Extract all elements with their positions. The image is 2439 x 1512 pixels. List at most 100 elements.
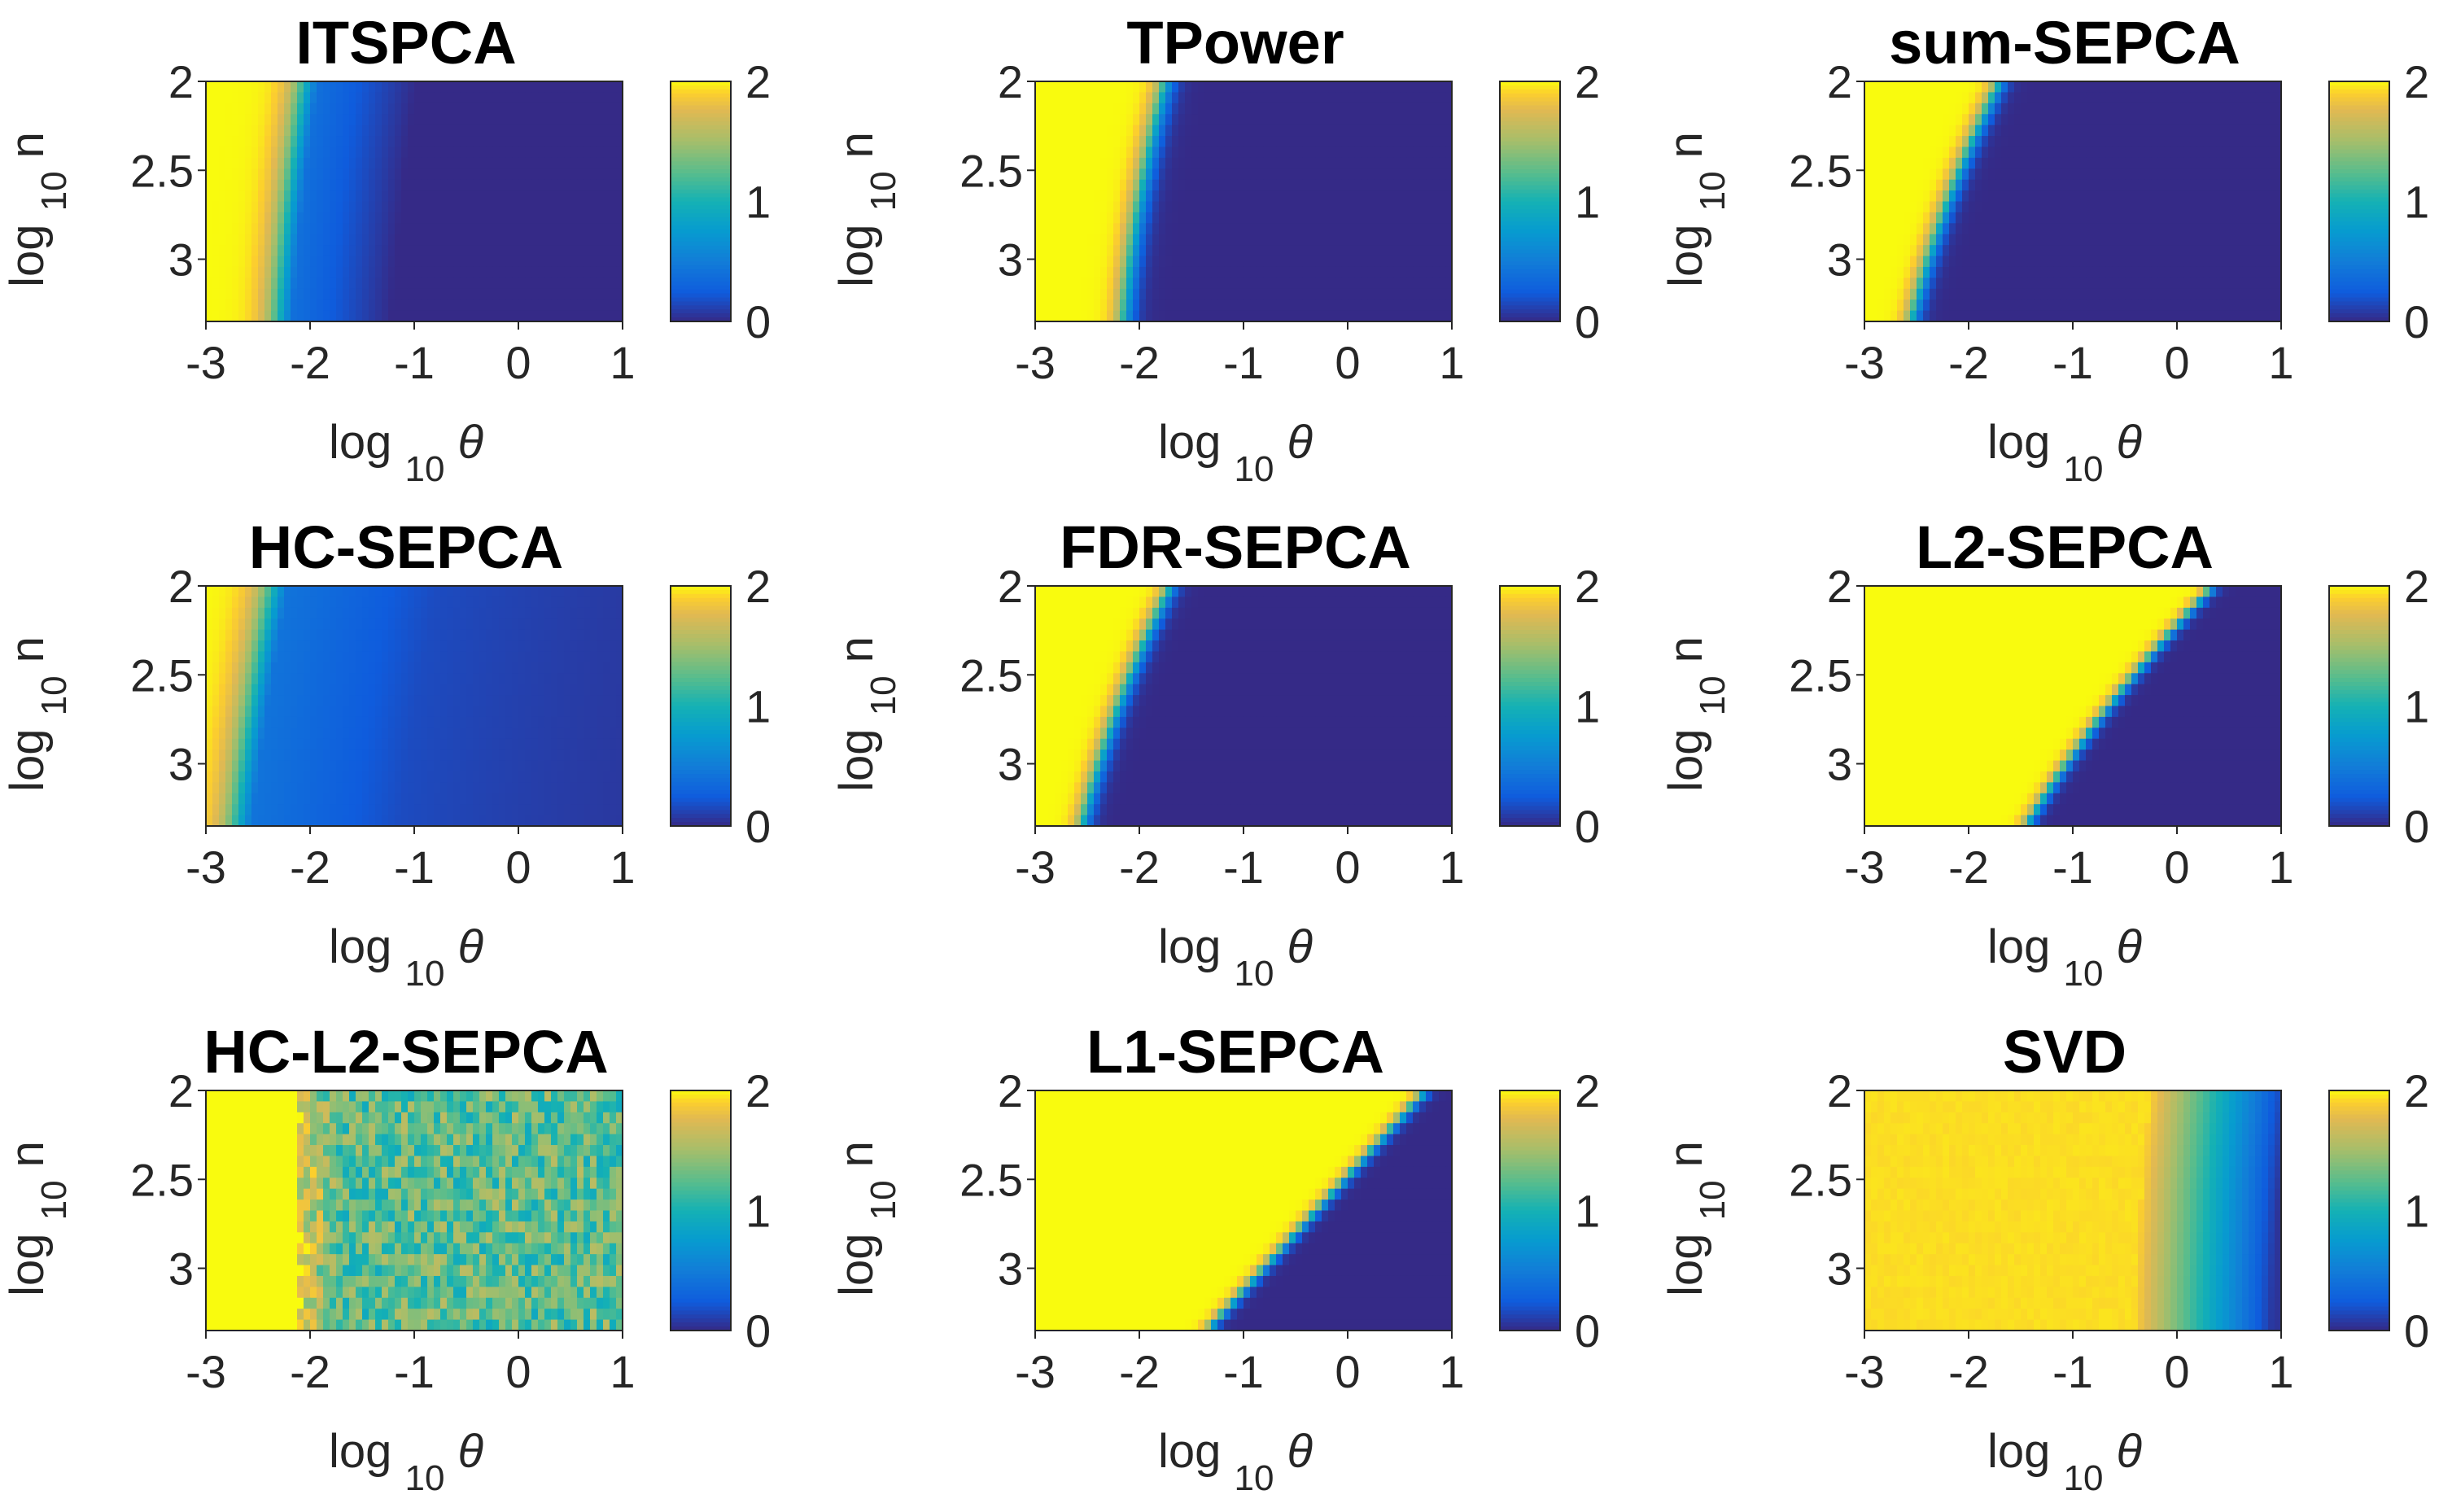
colorbar-segment: [1500, 101, 1560, 107]
heatmap-cell: [531, 81, 539, 94]
heatmap-cell: [1191, 114, 1199, 126]
heatmap-cell: [434, 288, 441, 300]
heatmap-cell: [1035, 92, 1042, 104]
heatmap-cell: [336, 114, 343, 126]
heatmap-cell: [1969, 103, 1976, 115]
heatmap-cell: [1884, 103, 1891, 115]
heatmap-cell: [2079, 179, 2087, 191]
heatmap-cell: [369, 234, 376, 246]
heatmap-cell: [1341, 168, 1348, 181]
colorbar-segment: [671, 281, 731, 286]
heatmap-cell: [1877, 277, 1885, 290]
heatmap-cell: [1361, 125, 1368, 137]
heatmap-cell: [2105, 146, 2113, 159]
heatmap-cell: [1068, 201, 1075, 213]
heatmap-cell: [1263, 288, 1270, 300]
heatmap-cell: [2053, 114, 2061, 126]
heatmap-cell: [1309, 234, 1316, 246]
heatmap-cell: [1061, 125, 1069, 137]
heatmap-cell: [2249, 234, 2256, 246]
heatmap-cell: [2170, 92, 2178, 104]
heatmap-cell: [395, 310, 402, 322]
heatmap-cell: [251, 299, 259, 312]
heatmap-cell: [466, 157, 474, 169]
heatmap-cell: [512, 662, 519, 674]
heatmap-cell: [2262, 201, 2269, 213]
heatmap-cell: [291, 190, 298, 203]
heatmap-cell: [544, 179, 552, 191]
heatmap-cell: [1426, 212, 1433, 224]
heatmap-cell: [525, 103, 532, 115]
heatmap-cell: [2216, 266, 2223, 278]
heatmap-cell: [1198, 223, 1205, 235]
heatmap-cell: [2262, 114, 2269, 126]
heatmap-cell: [1100, 256, 1108, 268]
heatmap-cell: [2190, 212, 2197, 224]
heatmap-cell: [2203, 266, 2210, 278]
heatmap-cell: [1367, 103, 1375, 115]
heatmap-cell: [343, 629, 350, 641]
heatmap-cell: [343, 146, 350, 159]
heatmap-cell: [1380, 168, 1388, 181]
heatmap-cell: [382, 168, 389, 181]
heatmap-cell: [2236, 146, 2243, 159]
heatmap-cell: [1035, 81, 1042, 94]
heatmap-cell: [2066, 288, 2074, 300]
heatmap-cell: [264, 136, 272, 148]
heatmap-cell: [2262, 136, 2269, 148]
heatmap-cell: [434, 190, 441, 203]
heatmap-cell: [603, 125, 610, 137]
heatmap-cell: [408, 212, 415, 224]
heatmap-cell: [486, 136, 493, 148]
heatmap-cell: [278, 277, 285, 290]
colorbar-segment: [1500, 317, 1560, 322]
heatmap-cell: [447, 179, 454, 191]
heatmap-cell: [421, 651, 428, 663]
heatmap-cell: [349, 190, 356, 203]
heatmap-cell: [219, 212, 226, 224]
heatmap-cell: [1988, 234, 1995, 246]
heatmap-cell: [1276, 223, 1283, 235]
heatmap-cell: [492, 586, 500, 598]
heatmap-cell: [297, 288, 304, 300]
heatmap-cell: [2073, 92, 2080, 104]
heatmap-cell: [2255, 81, 2262, 94]
heatmap-cell: [2262, 223, 2269, 235]
heatmap-cell: [2229, 157, 2236, 169]
heatmap-cell: [1995, 168, 2002, 181]
heatmap-cell: [2203, 157, 2210, 169]
heatmap-cell: [1139, 223, 1147, 235]
heatmap-cell: [2196, 179, 2204, 191]
heatmap-cell: [427, 114, 435, 126]
colorbar-segment: [671, 233, 731, 238]
heatmap-cell: [531, 640, 539, 653]
heatmap-cell: [1074, 179, 1082, 191]
heatmap-cell: [584, 266, 591, 278]
heatmap-cell: [1042, 190, 1049, 203]
heatmap-cell: [2047, 245, 2054, 257]
heatmap-cell: [356, 277, 363, 290]
heatmap-cell: [1864, 157, 1872, 169]
heatmap-cell: [2125, 114, 2132, 126]
heatmap-cell: [2118, 299, 2126, 312]
heatmap-cell: [1348, 245, 1355, 257]
heatmap-cell: [2118, 277, 2126, 290]
heatmap-cell: [2183, 146, 2191, 159]
heatmap-cell: [1087, 201, 1095, 213]
heatmap-cell: [564, 157, 571, 169]
heatmap-cell: [1120, 114, 1127, 126]
heatmap-cell: [1055, 168, 1062, 181]
heatmap-cell: [225, 179, 233, 191]
heatmap-cell: [2177, 125, 2184, 137]
heatmap-cell: [603, 92, 610, 104]
heatmap-cell: [2040, 310, 2048, 322]
heatmap-cell: [1224, 223, 1231, 235]
heatmap-cell: [2125, 223, 2132, 235]
heatmap-cell: [414, 157, 422, 169]
heatmap-cell: [590, 168, 597, 181]
heatmap-cell: [232, 288, 239, 300]
heatmap-cell: [2144, 81, 2152, 94]
heatmap-cell: [2047, 136, 2054, 148]
heatmap-cell: [2242, 92, 2249, 104]
heatmap-cell: [551, 92, 558, 104]
